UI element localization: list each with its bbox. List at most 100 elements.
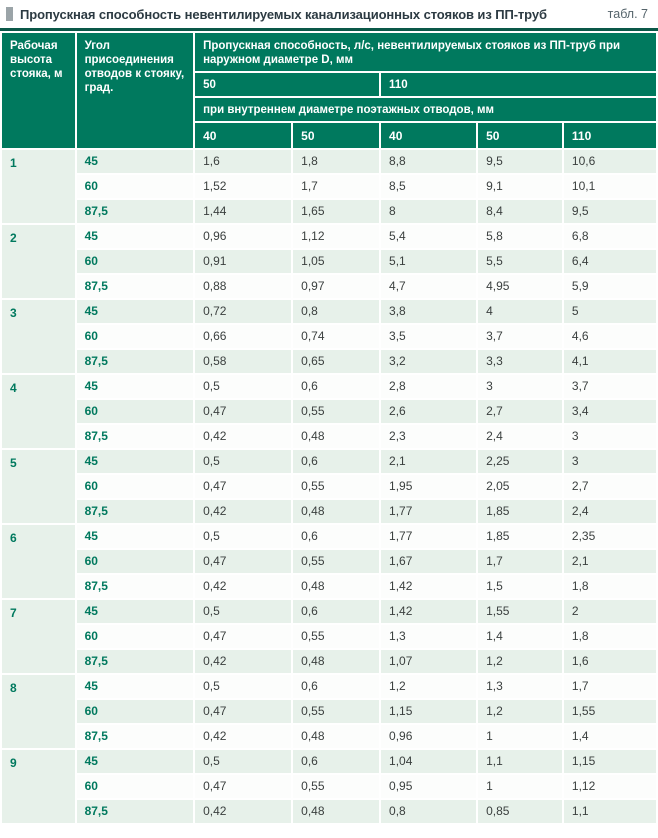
value-cell: 0,96	[381, 725, 477, 748]
value-cell: 1,1	[563, 800, 656, 823]
table-row: 60 0,47 0,55 2,6 2,7 3,4	[2, 400, 656, 423]
header-row-outer-diameter: 50 110	[2, 73, 656, 96]
table-row: 87,5 0,42 0,48 0,96 1 1,4	[2, 725, 656, 748]
value-cell: 0,48	[293, 425, 380, 448]
header-row-main: Рабочая высота стояка, м Угол присоедине…	[2, 33, 656, 148]
angle-cell: 45	[76, 750, 194, 773]
value-cell: 1,77	[381, 525, 477, 548]
table-row: 60 0,47 0,55 0,95 1 1,12	[2, 775, 656, 798]
value-cell: 0,48	[293, 725, 380, 748]
value-cell: 8,8	[381, 150, 477, 173]
header-subcol-110: 110	[563, 123, 656, 148]
value-cell: 0,48	[293, 575, 380, 598]
value-cell: 1,7	[293, 175, 380, 198]
value-cell: 3,8	[381, 300, 477, 323]
value-cell: 0,5	[195, 525, 292, 548]
table-row: 87,5 0,42 0,48 1,42 1,5 1,8	[2, 575, 656, 598]
value-cell: 0,5	[195, 750, 292, 773]
value-cell: 0,42	[195, 650, 292, 673]
angle-cell: 45	[76, 150, 194, 173]
value-cell: 0,47	[195, 475, 292, 498]
value-cell: 3	[478, 375, 562, 398]
value-cell: 0,47	[195, 550, 292, 573]
value-cell: 0,66	[195, 325, 292, 348]
angle-cell: 45	[76, 375, 194, 398]
table-row: 87,5 1,44 1,65 8 8,4 9,5	[2, 200, 656, 223]
value-cell: 4,7	[381, 275, 477, 298]
angle-cell: 87,5	[76, 500, 194, 523]
value-cell: 3,2	[381, 350, 477, 373]
table-row: 9 45 0,5 0,6 1,04 1,1 1,15	[2, 750, 656, 823]
value-cell: 9,1	[478, 175, 562, 198]
value-cell: 1,55	[478, 600, 562, 623]
value-cell: 5,5	[478, 250, 562, 273]
title-bullet-icon	[6, 7, 13, 21]
angle-cell: 45	[76, 675, 194, 698]
value-cell: 1,85	[478, 525, 562, 548]
table-row: 87,5 0,42 0,48 0,8 0,85 1,1	[2, 800, 656, 823]
header-row-subcolumns: 40 50 40 50 110	[2, 123, 656, 148]
angle-cell: 60	[76, 325, 194, 348]
angle-cell: 87,5	[76, 425, 194, 448]
value-cell: 1	[478, 725, 562, 748]
height-cell: 7	[2, 600, 75, 673]
value-cell: 4,1	[563, 350, 656, 373]
table-row: 60 0,91 1,05 5,1 5,5 6,4	[2, 250, 656, 273]
value-cell: 1,8	[563, 625, 656, 648]
angle-cell: 60	[76, 775, 194, 798]
value-cell: 2,7	[478, 400, 562, 423]
value-cell: 1,44	[195, 200, 292, 223]
table-row: 60 0,47 0,55 1,3 1,4 1,8	[2, 625, 656, 648]
value-cell: 0,47	[195, 775, 292, 798]
value-cell: 3,5	[381, 325, 477, 348]
angle-cell: 87,5	[76, 575, 194, 598]
value-cell: 0,6	[293, 675, 380, 698]
header-working-height: Рабочая высота стояка, м	[2, 33, 75, 148]
value-cell: 1,05	[293, 250, 380, 273]
angle-cell: 87,5	[76, 275, 194, 298]
angle-cell: 60	[76, 700, 194, 723]
table-row: 5 45 0,5 0,6 2,1 2,25 3	[2, 450, 656, 523]
height-cell: 4	[2, 375, 75, 448]
value-cell: 1,15	[381, 700, 477, 723]
value-cell: 9,5	[563, 200, 656, 223]
value-cell: 5,4	[381, 225, 477, 248]
value-cell: 2,7	[563, 475, 656, 498]
angle-cell: 87,5	[76, 200, 194, 223]
value-cell: 0,48	[293, 800, 380, 823]
value-cell: 3,4	[563, 400, 656, 423]
value-cell: 2,1	[381, 450, 477, 473]
table-row: 3 45 0,72 0,8 3,8 4 5	[2, 300, 656, 373]
table-row: 1 45 1,6 1,8 8,8 9,5 10,6	[2, 150, 656, 223]
angle-cell: 60	[76, 250, 194, 273]
value-cell: 0,5	[195, 375, 292, 398]
value-cell: 2,05	[478, 475, 562, 498]
height-cell: 6	[2, 525, 75, 598]
value-cell: 0,42	[195, 500, 292, 523]
value-cell: 0,96	[195, 225, 292, 248]
value-cell: 2,4	[478, 425, 562, 448]
value-cell: 0,95	[381, 775, 477, 798]
table-row: 87,5 0,88 0,97 4,7 4,95 5,9	[2, 275, 656, 298]
value-cell: 4,6	[563, 325, 656, 348]
angle-cell: 87,5	[76, 650, 194, 673]
value-cell: 0,5	[195, 450, 292, 473]
value-cell: 0,48	[293, 500, 380, 523]
value-cell: 1,2	[478, 700, 562, 723]
value-cell: 0,55	[293, 700, 380, 723]
height-cell: 5	[2, 450, 75, 523]
table-header: Рабочая высота стояка, м Угол присоедине…	[2, 33, 656, 148]
value-cell: 0,55	[293, 775, 380, 798]
value-cell: 8	[381, 200, 477, 223]
angle-cell: 45	[76, 300, 194, 323]
value-cell: 2	[563, 600, 656, 623]
table-row: 87,5 0,58 0,65 3,2 3,3 4,1	[2, 350, 656, 373]
value-cell: 2,3	[381, 425, 477, 448]
value-cell: 0,65	[293, 350, 380, 373]
angle-cell: 45	[76, 225, 194, 248]
value-cell: 0,74	[293, 325, 380, 348]
value-cell: 0,72	[195, 300, 292, 323]
table-row: 60 0,47 0,55 1,95 2,05 2,7	[2, 475, 656, 498]
value-cell: 0,97	[293, 275, 380, 298]
value-cell: 1,42	[381, 600, 477, 623]
